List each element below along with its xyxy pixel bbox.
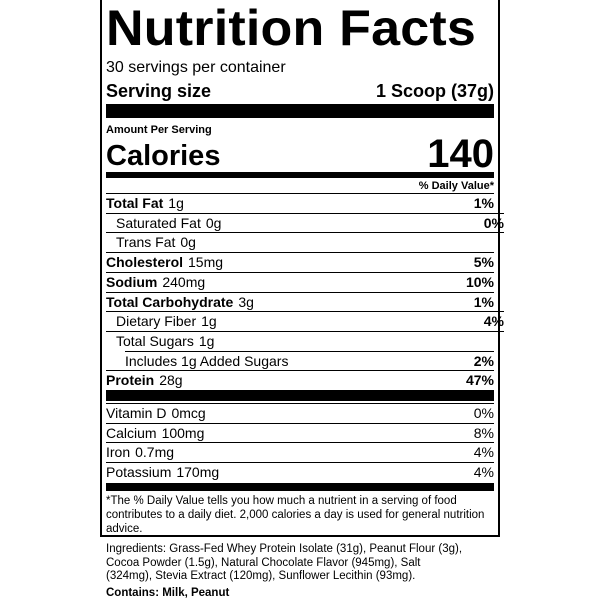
nutrient-name: Includes 1g Added Sugars: [125, 352, 289, 369]
nutrient-amount: 15mg: [188, 254, 224, 271]
nutrient-row: Vitamin D 0mcg 0%: [106, 403, 494, 424]
nutrient-amount: 1g: [201, 313, 217, 330]
nutrient-amount: 0g: [205, 214, 222, 231]
nutrient-amount: 3g: [238, 293, 254, 310]
nutrient-name-group: Total Sugars 1g: [116, 332, 214, 352]
thick-rule: [106, 390, 494, 401]
nutrient-name: Cholesterol: [106, 254, 184, 271]
nutrient-name-group: Potassium 170mg: [106, 463, 219, 483]
nutrient-name: Sodium: [106, 273, 158, 290]
daily-value: 1%: [473, 195, 494, 211]
nutrient-name: Calcium: [106, 424, 157, 441]
nutrient-row: Calcium 100mg 8%: [106, 422, 494, 444]
serving-size-value: 1 Scoop (37g): [375, 81, 494, 101]
thick-rule: [106, 104, 494, 118]
daily-value: 2%: [473, 352, 494, 369]
daily-value: 0%: [483, 214, 504, 231]
label-box: [100, 0, 500, 537]
calories-label: Calories: [106, 140, 221, 172]
nutrient-row: Sodium 240mg 10%: [106, 271, 494, 293]
nutrient-row: Total Fat 1g 1%: [106, 193, 494, 214]
daily-value: 5%: [473, 254, 494, 271]
nutrient-name: Dietary Fiber: [116, 313, 197, 330]
thick-rule: [106, 483, 494, 491]
nutrient-name-group: Calcium 100mg: [106, 424, 204, 444]
nutrient-row: Trans Fat 0g: [106, 232, 504, 253]
daily-value-heading: % Daily Value*: [418, 180, 494, 192]
nutrient-amount: 170mg: [176, 464, 220, 481]
nutrient-name: Total Sugars: [116, 332, 194, 349]
nutrient-row: Total Carbohydrate 3g 1%: [106, 291, 494, 313]
nutrient-row: Includes 1g Added Sugars 2%: [125, 350, 494, 372]
medium-rule: [106, 172, 494, 178]
daily-value: 0%: [473, 405, 494, 421]
nutrient-row: Cholesterol 15mg 5%: [106, 252, 494, 273]
nutrient-row: Saturated Fat 0g 0%: [106, 212, 504, 234]
nutrient-name-group: Includes 1g Added Sugars: [125, 352, 288, 372]
servings: 30 servings per container: [106, 59, 286, 76]
nutrient-row: Iron 0.7mg 4%: [106, 442, 494, 463]
calories-value: 140: [427, 132, 494, 176]
nutrient-name: Saturated Fat: [116, 214, 201, 231]
ingredients: Ingredients: Grass-Fed Whey Protein Isol…: [106, 543, 463, 582]
nutrient-amount: 0mcg: [171, 405, 206, 421]
nutrient-name: Total Fat: [106, 195, 164, 211]
nutrient-name-group: Total Fat 1g: [106, 194, 184, 214]
allergens: Contains: Milk, Peanut: [106, 587, 230, 599]
nutrient-name-group: Vitamin D 0mcg: [106, 404, 206, 424]
nutrient-row: Total Sugars 1g: [106, 330, 504, 352]
nutrient-amount: 1g: [198, 332, 215, 349]
footnote: *The % Daily Value tells you how much a …: [106, 495, 485, 535]
nutrient-name-group: Protein 28g: [106, 371, 183, 391]
daily-value: 47%: [465, 372, 494, 389]
serving-size-label: Serving size: [106, 81, 212, 101]
amount-per-serving: Amount Per Serving: [106, 124, 212, 136]
nutrient-amount: 0g: [180, 234, 196, 251]
nutrient-amount: 28g: [159, 372, 183, 389]
nutrient-name: Trans Fat: [116, 234, 176, 251]
nutrient-row: Potassium 170mg 4%: [106, 462, 494, 483]
daily-value: 8%: [473, 424, 494, 441]
nutrient-amount: 1g: [168, 195, 184, 211]
nutrient-row: Protein 28g 47%: [106, 370, 494, 391]
serving-size-row: Serving size 1 Scoop (37g): [106, 81, 494, 102]
daily-value: 4%: [483, 313, 504, 330]
nutrient-name-group: Iron 0.7mg: [106, 443, 174, 463]
nutrient-amount: 0.7mg: [135, 444, 175, 461]
nutrient-amount: 240mg: [162, 273, 206, 290]
daily-value: 1%: [473, 293, 494, 310]
daily-value: 4%: [473, 444, 494, 461]
nutrient-name: Iron: [106, 444, 131, 461]
nutrient-row: Dietary Fiber 1g 4%: [106, 311, 504, 332]
nutrient-name-group: Total Carbohydrate 3g: [106, 293, 254, 313]
nutrient-amount: 100mg: [161, 424, 205, 441]
nutrient-name-group: Saturated Fat 0g: [116, 214, 221, 234]
nutrient-name-group: Sodium 240mg: [106, 273, 205, 293]
nutrient-name-group: Trans Fat 0g: [116, 233, 196, 253]
nutrient-name: Protein: [106, 372, 155, 389]
daily-value: 10%: [465, 273, 494, 290]
calories-row: Calories 140: [106, 134, 494, 174]
nutrient-name: Vitamin D: [106, 405, 167, 421]
label-title: Nutrition Facts: [106, 0, 477, 56]
nutrient-name: Potassium: [106, 464, 172, 481]
nutrient-name-group: Cholesterol 15mg: [106, 253, 223, 273]
daily-value: 4%: [473, 464, 494, 481]
nutrient-name: Total Carbohydrate: [106, 293, 234, 310]
nutrient-name-group: Dietary Fiber 1g: [116, 312, 217, 332]
